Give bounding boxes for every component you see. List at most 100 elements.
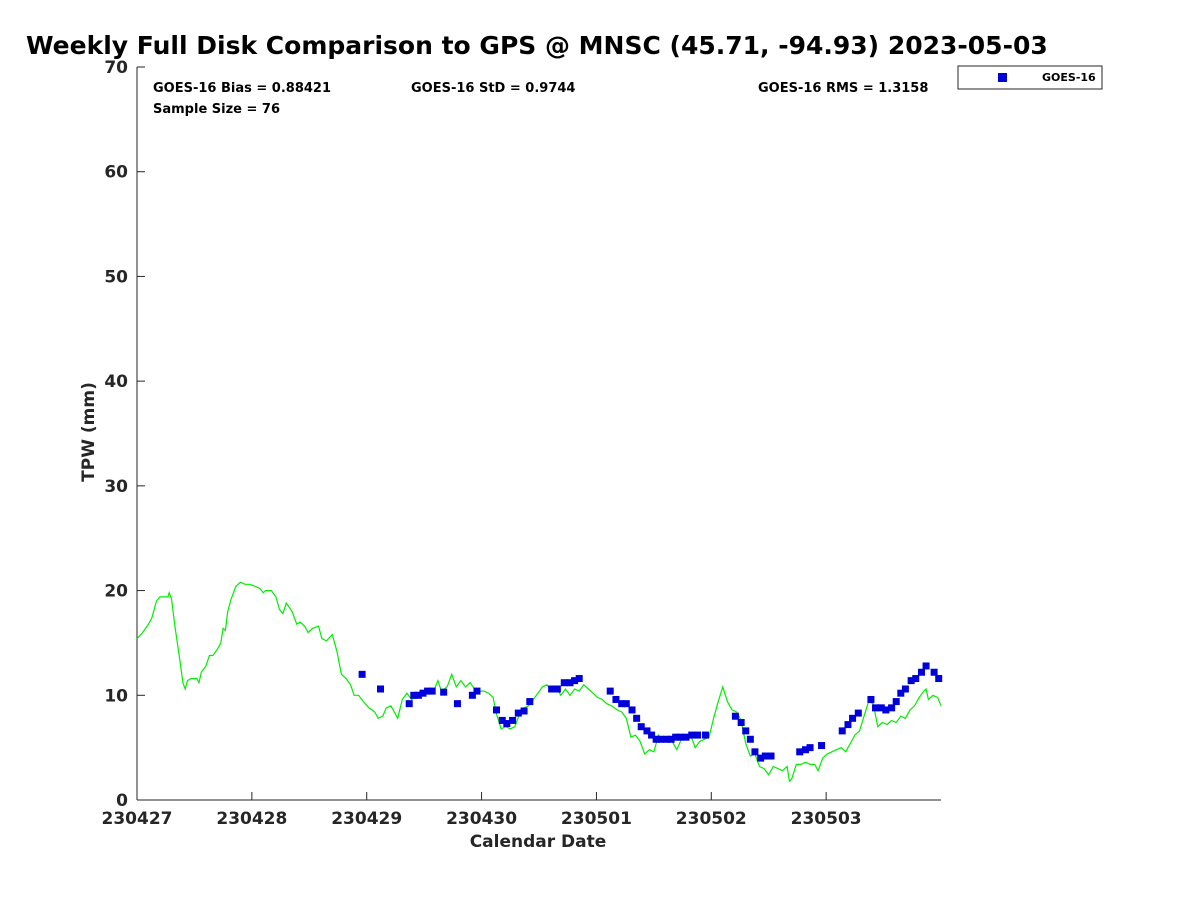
- goes16-point: [628, 706, 636, 714]
- goes16-point: [922, 662, 930, 670]
- goes16-point: [493, 706, 501, 714]
- bias-annotation: GOES-16 Bias = 0.88421: [153, 81, 331, 96]
- legend-marker-goes16: [998, 73, 1007, 82]
- goes16-point: [761, 752, 769, 760]
- goes16-point: [637, 723, 645, 731]
- goes16-point: [414, 691, 422, 699]
- legend-box: [957, 65, 1103, 90]
- y-tick-label: 40: [104, 372, 128, 392]
- y-tick-label: 70: [104, 58, 128, 78]
- y-tick-label: 60: [104, 163, 128, 183]
- goes16-point: [424, 687, 432, 695]
- std-annotation: GOES-16 StD = 0.9744: [411, 81, 575, 96]
- goes16-point: [606, 687, 614, 695]
- goes16-point: [882, 706, 890, 714]
- goes16-point: [503, 720, 511, 728]
- x-tick-label: 230502: [676, 809, 747, 829]
- plot-area: 0 10 20 30 40 50 60 70 230427 230428 230429 230430…: [102, 58, 943, 829]
- goes16-point: [888, 704, 896, 712]
- goes16-point: [440, 688, 448, 696]
- goes16-point: [801, 746, 809, 754]
- goes16-point: [935, 675, 943, 683]
- goes16-point: [618, 700, 626, 708]
- goes16-point: [453, 700, 461, 708]
- x-tick-label: 230430: [446, 809, 517, 829]
- goes16-point: [419, 689, 427, 697]
- goes16-point: [526, 698, 534, 706]
- goes16-point: [633, 714, 641, 722]
- x-tick-label: 230427: [102, 809, 173, 829]
- y-tick-label: 30: [104, 477, 128, 497]
- goes16-point: [930, 668, 938, 676]
- goes16-point: [376, 685, 384, 693]
- goes16-point: [746, 735, 754, 743]
- goes16-point: [509, 716, 517, 724]
- rms-annotation: GOES-16 RMS = 1.3158: [758, 81, 928, 96]
- goes16-point: [688, 731, 696, 739]
- goes16-point: [662, 735, 670, 743]
- goes16-point: [867, 695, 875, 703]
- goes16-point: [892, 698, 900, 706]
- goes16-point: [751, 748, 759, 756]
- goes16-point: [498, 716, 506, 724]
- x-tick-label: 230501: [561, 809, 632, 829]
- goes16-point: [849, 714, 857, 722]
- gps-series-line: [136, 581, 942, 783]
- goes16-point: [468, 691, 476, 699]
- goes16-point: [672, 733, 680, 741]
- goes16-point: [737, 719, 745, 727]
- goes16-point: [872, 704, 880, 712]
- goes16-point: [566, 679, 574, 687]
- x-tick-label: 230428: [216, 809, 287, 829]
- goes16-point: [657, 735, 665, 743]
- goes16-point: [622, 700, 630, 708]
- goes16-point: [612, 695, 620, 703]
- goes16-point: [796, 748, 804, 756]
- goes16-point: [907, 677, 915, 685]
- goes16-point: [643, 727, 651, 735]
- x-axis-label: Calendar Date: [470, 832, 607, 852]
- goes16-point: [838, 727, 846, 735]
- goes16-point: [520, 707, 528, 715]
- goes16-point: [818, 742, 826, 750]
- goes16-point: [897, 689, 905, 697]
- goes16-point: [428, 687, 436, 695]
- goes16-point: [405, 700, 413, 708]
- goes16-point: [410, 691, 418, 699]
- goes16-point: [877, 704, 885, 712]
- y-axis-label: TPW (mm): [79, 382, 99, 482]
- goes16-point: [676, 733, 684, 741]
- goes16-point: [575, 675, 583, 683]
- goes16-point: [473, 687, 481, 695]
- sample-size-annotation: Sample Size = 76: [153, 102, 280, 117]
- y-ticks: 0 10 20 30 40 50 60 70: [104, 58, 145, 811]
- goes16-point: [917, 668, 925, 676]
- goes16-point: [553, 685, 561, 693]
- goes16-point: [694, 731, 702, 739]
- goes16-point: [806, 744, 814, 752]
- goes16-point: [702, 731, 710, 739]
- goes16-point: [767, 752, 775, 760]
- goes16-point: [912, 675, 920, 683]
- y-tick-label: 20: [104, 582, 128, 602]
- x-tick-label: 230429: [331, 809, 402, 829]
- goes16-point: [682, 733, 690, 741]
- y-tick-label: 10: [104, 686, 128, 706]
- goes16-point: [844, 721, 852, 729]
- goes16-point: [548, 685, 556, 693]
- goes16-point: [757, 754, 765, 762]
- series-layer: [136, 581, 943, 783]
- goes16-point: [358, 670, 366, 678]
- y-tick-label: 50: [104, 267, 128, 287]
- goes16-point: [742, 727, 750, 735]
- goes16-point: [560, 679, 568, 687]
- x-ticks: 230427 230428 230429 230430 230501 230502 2305…: [102, 792, 862, 829]
- goes16-point: [731, 712, 739, 720]
- goes16-point: [667, 735, 675, 743]
- goes16-point: [648, 731, 656, 739]
- x-tick-label: 230503: [791, 809, 862, 829]
- goes16-point: [514, 709, 522, 717]
- legend: GOES-16: [957, 65, 1103, 90]
- goes16-point: [854, 709, 862, 717]
